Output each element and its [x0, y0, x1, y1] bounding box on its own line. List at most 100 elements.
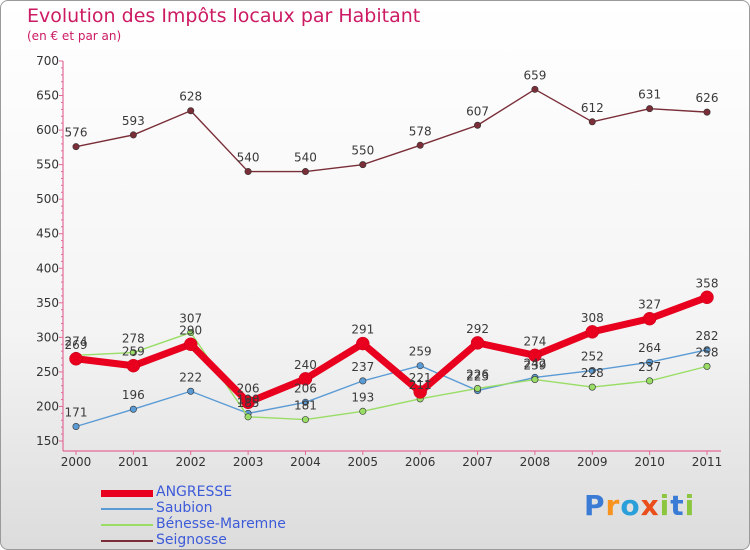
- y-tick-label: 150: [36, 434, 59, 448]
- y-tick-label: 700: [36, 54, 59, 68]
- x-tick-label: 2003: [233, 455, 264, 469]
- data-point: [646, 105, 654, 113]
- x-tick-label: 2009: [577, 455, 608, 469]
- data-point: [72, 422, 80, 430]
- data-point: [416, 141, 424, 149]
- data-label: 626: [696, 91, 719, 105]
- data-point: [359, 407, 367, 415]
- legend-swatch-angresse: [101, 490, 153, 497]
- series-line-angresse: [72, 293, 711, 406]
- proxiti-logo: Proxiti: [584, 489, 695, 522]
- data-point: [585, 325, 600, 339]
- data-label: 258: [696, 345, 719, 359]
- data-label: 237: [351, 360, 374, 374]
- data-label: 278: [122, 332, 145, 346]
- legend-label-angresse: ANGRESSE: [156, 484, 233, 500]
- y-tick-label: 450: [36, 227, 59, 241]
- y-tick-label: 350: [36, 296, 59, 310]
- data-point: [187, 107, 195, 115]
- data-point: [474, 121, 482, 129]
- data-label: 274: [65, 334, 88, 348]
- data-label: 540: [237, 151, 260, 165]
- data-label: 228: [581, 366, 604, 380]
- data-label: 540: [294, 151, 317, 165]
- data-label: 181: [294, 399, 317, 413]
- data-point: [244, 168, 252, 176]
- data-label: 223: [466, 370, 489, 384]
- logo-letter: i: [659, 489, 671, 522]
- data-label: 185: [237, 396, 260, 410]
- data-point: [72, 143, 80, 151]
- data-point: [129, 349, 137, 357]
- data-label: 240: [294, 358, 317, 372]
- chart-title: Evolution des Impôts locaux par Habitant: [27, 5, 421, 27]
- y-tick-label: 400: [36, 261, 59, 275]
- data-label: 190: [237, 392, 260, 406]
- data-label: 327: [638, 298, 661, 312]
- data-label: 269: [65, 338, 88, 352]
- data-point: [703, 362, 711, 370]
- legend-swatch-saubion: [101, 508, 153, 510]
- data-label: 307: [179, 312, 202, 326]
- data-label: 576: [65, 126, 88, 140]
- data-point: [298, 372, 313, 386]
- data-point: [528, 348, 542, 363]
- x-tick-label: 2004: [290, 455, 321, 469]
- data-point: [470, 336, 485, 350]
- data-label: 308: [581, 311, 604, 325]
- chart-subtitle: (en € et par an): [27, 29, 122, 43]
- logo-letter: t: [670, 489, 685, 522]
- x-tick-label: 2007: [462, 455, 493, 469]
- legend-item-seignosse: Seignosse: [101, 532, 401, 549]
- data-point: [588, 367, 596, 375]
- data-label: 193: [351, 390, 374, 404]
- data-label: 628: [179, 90, 202, 104]
- data-label: 226: [466, 367, 489, 381]
- data-label: 292: [466, 322, 489, 336]
- data-point: [129, 405, 137, 413]
- data-point: [588, 118, 596, 126]
- data-point: [183, 337, 198, 352]
- series-line-seignosse: [75, 88, 708, 173]
- data-label: 291: [351, 323, 374, 337]
- data-label: 221: [409, 371, 432, 385]
- logo-letter: i: [684, 489, 696, 522]
- data-label: 593: [122, 114, 145, 128]
- data-point: [187, 387, 195, 395]
- data-point: [359, 377, 367, 385]
- data-label: 274: [523, 334, 546, 348]
- data-label: 171: [65, 405, 88, 419]
- data-point: [703, 108, 711, 116]
- data-point: [244, 413, 252, 421]
- data-point: [646, 358, 654, 366]
- legend: ANGRESSE Saubion Bénesse-Maremne Seignos…: [101, 484, 401, 549]
- data-label: 578: [409, 124, 432, 138]
- data-label: 259: [122, 345, 145, 359]
- legend-swatch-seignosse: [101, 540, 153, 542]
- data-point: [69, 352, 83, 366]
- data-label: 290: [179, 323, 202, 337]
- data-point: [126, 358, 141, 373]
- data-point: [646, 377, 654, 385]
- legend-label-saubion: Saubion: [156, 500, 213, 516]
- x-tick-label: 2001: [118, 455, 149, 469]
- data-label: 237: [638, 360, 661, 374]
- data-point: [703, 346, 711, 354]
- data-label: 259: [409, 345, 432, 359]
- x-tick-label: 2006: [405, 455, 436, 469]
- y-tick-label: 600: [36, 123, 59, 137]
- data-label: 242: [523, 356, 546, 370]
- y-tick-label: 500: [36, 192, 59, 206]
- data-label: 659: [523, 68, 546, 82]
- logo-letter: o: [620, 489, 641, 522]
- data-point: [301, 416, 309, 424]
- data-point: [531, 85, 539, 93]
- data-point: [301, 168, 309, 176]
- x-tick-label: 2000: [61, 455, 92, 469]
- legend-item-benesse-maremne: Bénesse-Maremne: [101, 516, 401, 533]
- x-tick-label: 2008: [520, 455, 551, 469]
- legend-label-seignosse: Seignosse: [156, 532, 227, 548]
- data-point: [301, 398, 309, 406]
